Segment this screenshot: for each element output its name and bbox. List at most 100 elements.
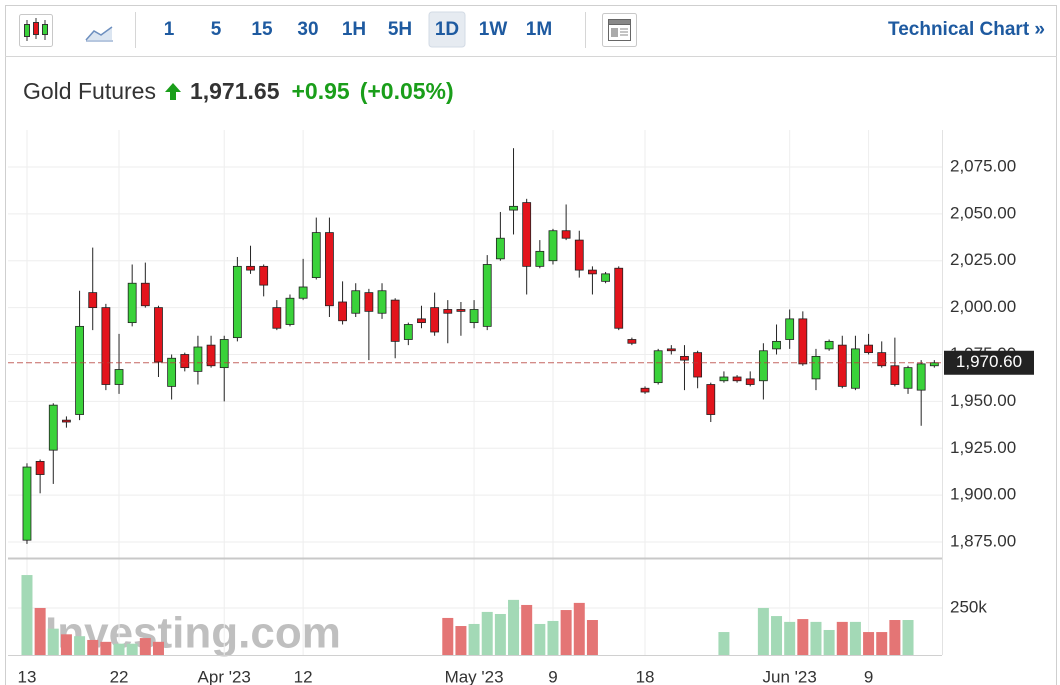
volume-bar	[455, 626, 467, 655]
volume-bar	[442, 617, 454, 655]
candle-body	[903, 367, 913, 389]
candle-body	[180, 354, 190, 369]
candle-body	[377, 290, 387, 314]
y-tick-label: 2,075.00	[950, 156, 1016, 175]
candle-body	[890, 365, 900, 385]
candle-body	[785, 318, 795, 340]
volume-bar	[47, 628, 59, 655]
volume-bar	[757, 607, 769, 655]
candle-body	[482, 264, 492, 327]
candle-body	[364, 292, 374, 312]
volume-bar	[849, 621, 861, 655]
x-tick-label: 12	[294, 667, 313, 685]
candle-body	[193, 346, 203, 372]
price-change-percent: (+0.05%)	[359, 77, 454, 104]
interval-button[interactable]: 5	[211, 19, 222, 40]
candle-body	[745, 378, 755, 385]
interval-button[interactable]: 1	[164, 19, 175, 40]
interval-button[interactable]: 15	[251, 19, 273, 40]
candle-body	[772, 340, 781, 350]
candle-body	[338, 301, 347, 322]
volume-bar	[113, 643, 125, 655]
volume-bar	[126, 643, 138, 655]
volume-bar	[547, 620, 559, 655]
candle-body	[916, 363, 926, 391]
volume-bar	[87, 639, 99, 655]
volume-bar	[152, 641, 164, 655]
candle-body	[285, 297, 295, 325]
y-tick-label: 1,950.00	[950, 391, 1016, 410]
volume-bar	[902, 620, 914, 655]
x-tick-label: May '23	[445, 667, 504, 685]
interval-button[interactable]: 1W	[479, 19, 508, 40]
volume-bar	[863, 632, 875, 655]
candle-body	[758, 350, 768, 382]
y-tick-label: 2,000.00	[950, 297, 1016, 316]
candle-body	[351, 290, 361, 314]
candle-body	[535, 250, 545, 267]
x-tick-label: Jun '23	[763, 667, 817, 685]
volume-bar	[836, 621, 848, 655]
candle-body	[272, 307, 282, 329]
volume-tick-label: 250k	[950, 597, 987, 616]
candle-body	[732, 376, 742, 382]
x-tick-label: Apr '23	[198, 667, 251, 685]
candle-body	[666, 348, 676, 352]
candle-body	[680, 355, 689, 361]
volume-bar	[521, 604, 533, 655]
candle-type-button[interactable]	[19, 14, 53, 47]
x-tick-label: 22	[110, 667, 129, 685]
candle-body	[75, 325, 84, 415]
candle-body	[548, 230, 558, 262]
candle-body	[588, 269, 597, 275]
candle-body	[403, 324, 413, 340]
candle-body	[837, 344, 847, 387]
candle-body	[417, 318, 426, 324]
candle-body	[614, 267, 624, 329]
candle-body	[706, 384, 716, 415]
candle-body	[62, 419, 71, 423]
technical-chart-link[interactable]: Technical Chart »	[888, 19, 1045, 40]
candle-body	[246, 265, 255, 271]
price-change: +0.95	[291, 77, 350, 104]
candle-body	[154, 307, 163, 363]
candle-body	[640, 387, 650, 393]
volume-bar	[468, 623, 480, 655]
interval-button[interactable]: 30	[297, 19, 318, 40]
x-tick-label: 18	[636, 667, 655, 685]
volume-bar	[481, 611, 493, 655]
interval-button[interactable]: 1H	[342, 19, 366, 40]
candle-body	[864, 344, 873, 354]
interval-button[interactable]: 1M	[526, 19, 552, 40]
volume-bar	[139, 638, 151, 655]
line-type-button[interactable]	[85, 26, 113, 42]
candle-body	[259, 265, 269, 286]
volume-bar	[494, 613, 506, 655]
candle-body	[509, 205, 518, 211]
instrument-name: Gold Futures	[23, 77, 156, 104]
candle-body	[811, 355, 821, 380]
direction-arrow	[164, 83, 181, 100]
volume-bar	[876, 632, 888, 655]
candle-body	[851, 348, 860, 389]
candle-body	[206, 344, 216, 367]
candle-body	[114, 369, 124, 385]
volume-bar	[718, 632, 730, 655]
candle-body	[653, 350, 663, 384]
candle-body	[929, 362, 939, 367]
candle-body	[693, 352, 703, 378]
candle-body	[877, 352, 887, 367]
layout-button[interactable]	[602, 13, 637, 47]
candle-body	[390, 299, 400, 342]
volume-bar	[534, 623, 546, 655]
candle-body	[219, 339, 229, 369]
frame	[5, 5, 1057, 685]
quote-row: Gold Futures 1,971.65 +0.95 (+0.05%)	[23, 76, 464, 106]
candle-body	[232, 265, 242, 339]
interval-button[interactable]: 1D	[435, 19, 459, 40]
interval-button[interactable]: 5H	[388, 19, 412, 40]
volume-bar	[21, 575, 33, 655]
volume-bar	[34, 607, 46, 655]
candle-body	[101, 307, 111, 385]
